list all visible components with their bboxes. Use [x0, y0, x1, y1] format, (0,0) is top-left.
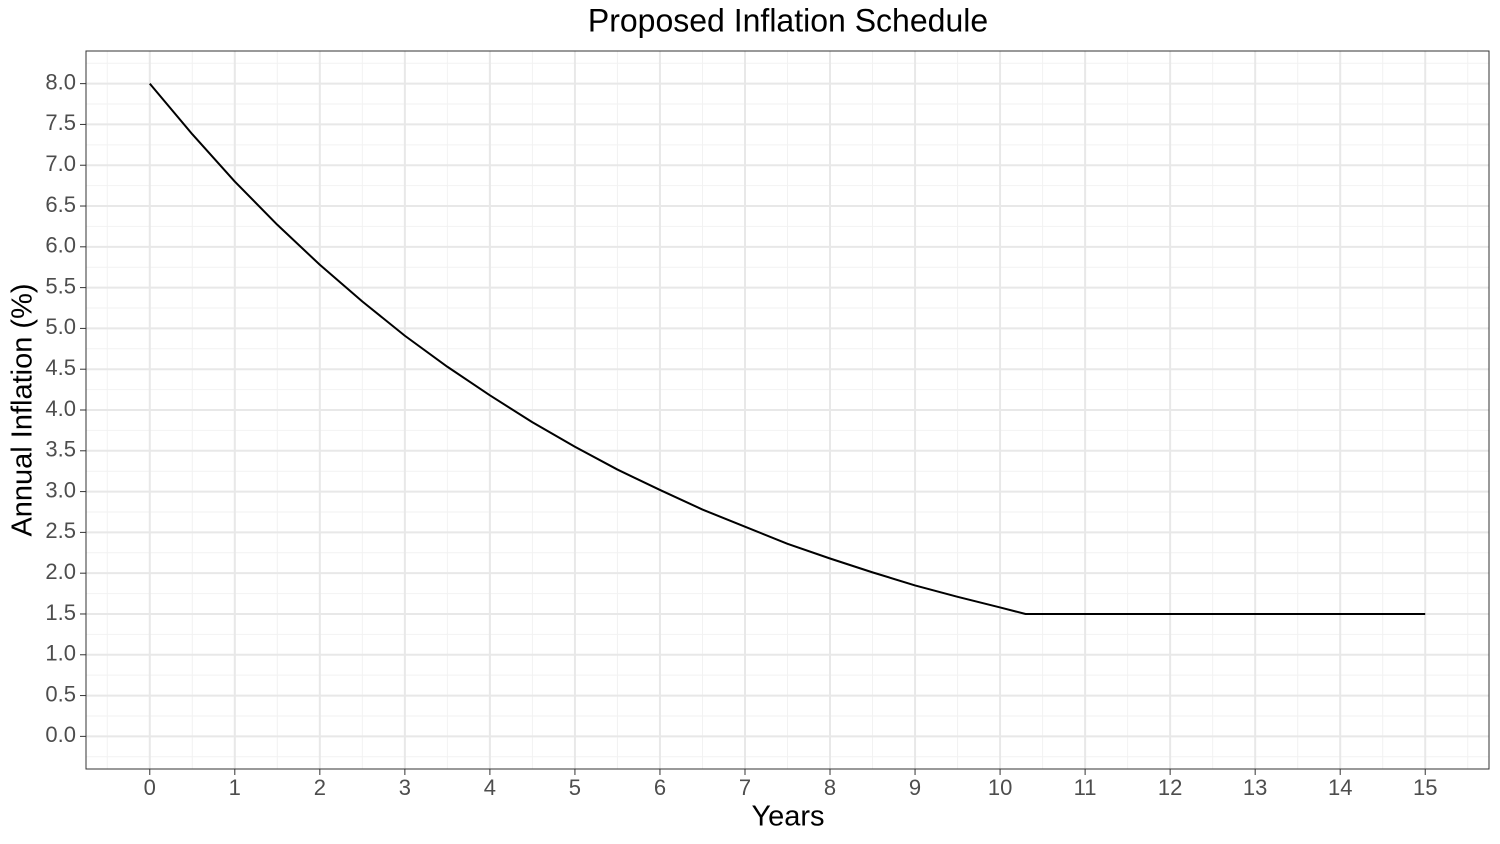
- y-tick-label: 2.5: [45, 518, 76, 543]
- x-tick-label: 13: [1243, 775, 1267, 800]
- x-tick-label: 15: [1413, 775, 1437, 800]
- x-tick-label: 6: [654, 775, 666, 800]
- y-tick-label: 8.0: [45, 69, 76, 94]
- y-tick-label: 0.0: [45, 722, 76, 747]
- x-tick-label: 0: [144, 775, 156, 800]
- panel-border: [85, 50, 1490, 770]
- x-tick-label: 12: [1158, 775, 1182, 800]
- x-tick-label: 2: [314, 775, 326, 800]
- y-tick-label: 4.5: [45, 355, 76, 380]
- y-tick-label: 7.0: [45, 151, 76, 176]
- y-tick-label: 3.5: [45, 437, 76, 462]
- y-tick-label: 7.5: [45, 110, 76, 135]
- y-tick-label: 5.5: [45, 273, 76, 298]
- y-axis-title: Annual Inflation (%): [7, 283, 39, 536]
- line: [149, 82, 1426, 615]
- x-tick-label: 1: [229, 775, 241, 800]
- y-tick-label: 1.0: [45, 641, 76, 666]
- y-tick-label: 6.0: [45, 233, 76, 258]
- y-tick-label: 0.5: [45, 681, 76, 706]
- y-tick-label: 6.5: [45, 192, 76, 217]
- x-tick-label: 14: [1328, 775, 1352, 800]
- y-tick-label: 1.5: [45, 600, 76, 625]
- y-tick-label: 4.0: [45, 396, 76, 421]
- chart-title: Proposed Inflation Schedule: [588, 2, 988, 38]
- y-tick-label: 3.0: [45, 477, 76, 502]
- x-tick-label: 4: [484, 775, 496, 800]
- y-tick-label: 5.0: [45, 314, 76, 339]
- y-tick-label: 2.0: [45, 559, 76, 584]
- x-tick-label: 5: [569, 775, 581, 800]
- x-tick-label: 10: [988, 775, 1012, 800]
- x-tick-label: 11: [1074, 775, 1097, 800]
- x-tick-label: 8: [824, 775, 836, 800]
- x-tick-label: 7: [739, 775, 751, 800]
- x-tick-label: 3: [399, 775, 411, 800]
- x-tick-label: 9: [909, 775, 921, 800]
- x-axis-title: Years: [751, 801, 824, 833]
